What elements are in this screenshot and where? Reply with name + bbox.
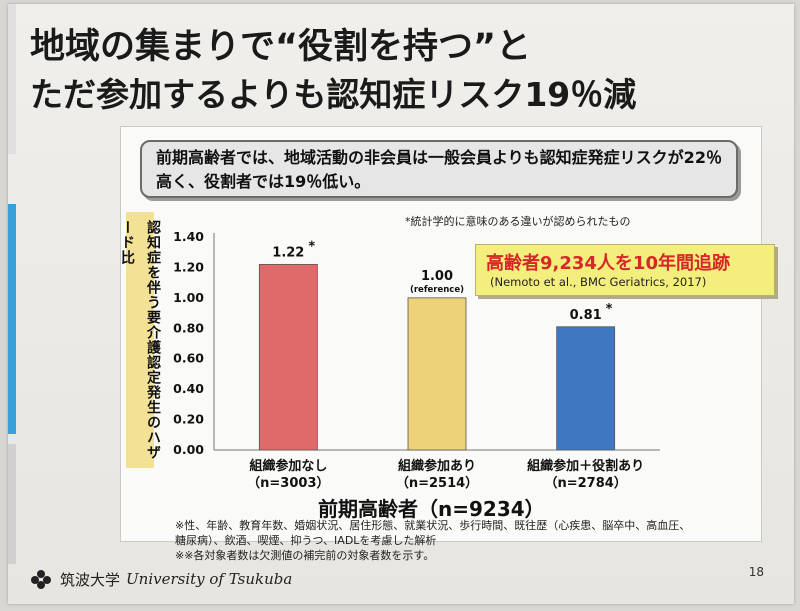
- significance-marker: *: [308, 239, 315, 254]
- slide-title-line2: ただ参加するよりも認知症リスク19％減: [30, 75, 637, 114]
- footnotes: ※性、年齢、教育年数、婚姻状況、居住形態、就業状況、歩行時間、既往歴（心疾患、脳…: [175, 518, 695, 563]
- significance-note: *統計学的に意味のある違いが認められたもの: [405, 215, 631, 228]
- y-tick-label: 0.60: [173, 351, 204, 366]
- y-tick-label: 0.80: [173, 320, 204, 335]
- bar-value-label: 0.81: [570, 308, 602, 323]
- slide-title-line1: 地域の集まりで“役割を持つ”と: [30, 27, 532, 67]
- footer-logo: 筑波大学 University of Tsukuba: [28, 566, 292, 592]
- bar: [407, 297, 467, 451]
- highlight-box: 高齢者9,234人を10年間追跡 (Nemoto et al., BMC Ger…: [475, 244, 775, 296]
- y-axis-label: 認知症を伴う要介護認定発生のハザード比: [119, 220, 161, 460]
- y-axis-label-box: 認知症を伴う要介護認定発生のハザード比: [119, 212, 161, 468]
- highlight-main-text: 高齢者9,234人を10年間追跡: [486, 253, 730, 274]
- y-tick-label: 1.20: [173, 259, 204, 274]
- category-label: 組織参加＋役割あり: [527, 458, 644, 474]
- category-sample-size: （n=2784）: [544, 475, 626, 491]
- category-label: 組織参加なし: [249, 458, 327, 474]
- accent-bar: [8, 204, 16, 434]
- bar-sublabel: (reference): [410, 285, 464, 295]
- accent-bar: [8, 4, 16, 154]
- footer-university-en: University of Tsukuba: [126, 570, 293, 588]
- page-number: 18: [748, 565, 764, 579]
- y-tick-label: 0.00: [173, 442, 204, 457]
- y-tick-label: 1.00: [173, 290, 204, 305]
- bar-value-label: 1.22: [272, 245, 304, 260]
- accent-bar: [8, 444, 16, 564]
- footnote-1: ※性、年齢、教育年数、婚姻状況、居住形態、就業状況、歩行時間、既往歴（心疾患、脳…: [175, 519, 691, 547]
- footer-university-jp: 筑波大学: [60, 570, 121, 589]
- significance-marker: *: [606, 302, 613, 317]
- footnote-2: ※※各対象者数は欠測値の補完前の対象者数を示す。: [175, 549, 435, 562]
- x-axis-caption: 前期高齢者（n=9234）: [318, 497, 545, 521]
- university-crest-icon: [31, 570, 51, 589]
- y-tick-label: 1.40: [173, 229, 204, 244]
- citation-text: (Nemoto et al., BMC Geriatrics, 2017): [490, 275, 707, 289]
- y-tick-label: 0.40: [173, 381, 204, 396]
- bar: [258, 263, 318, 451]
- category-sample-size: （n=2514）: [396, 475, 478, 491]
- category-label: 組織参加あり: [398, 458, 476, 474]
- category-sample-size: （n=3003）: [247, 475, 329, 491]
- bar-value-label: 1.00: [421, 269, 453, 284]
- y-tick-label: 0.20: [173, 412, 204, 427]
- bar: [556, 326, 616, 451]
- summary-box: 前期高齢者では、地域活動の非会員は一般会員よりも認知症発症リスクが22％高く、役…: [140, 140, 738, 198]
